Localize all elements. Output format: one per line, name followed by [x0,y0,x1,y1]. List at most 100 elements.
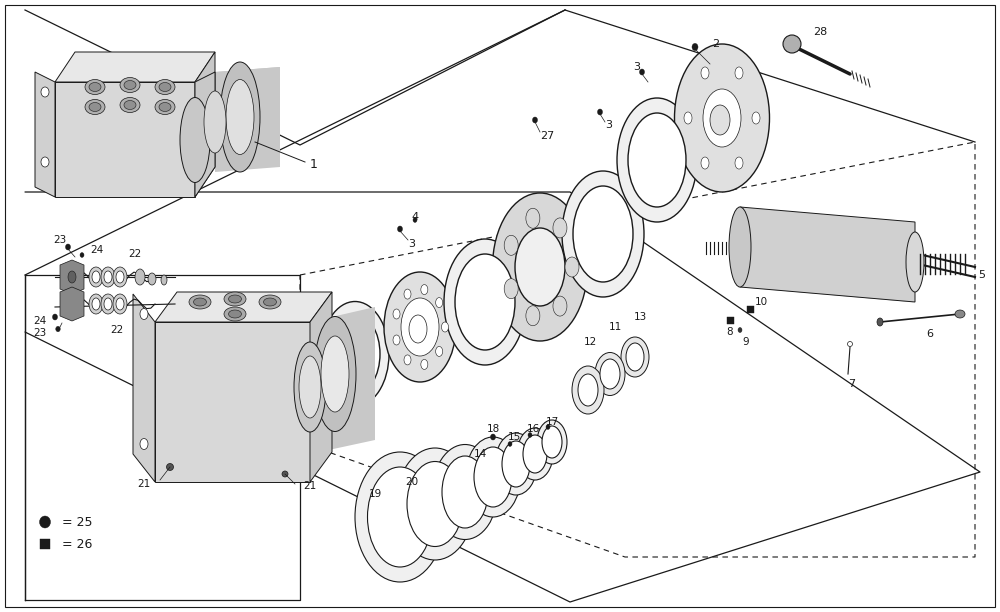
Text: = 25: = 25 [62,515,92,529]
Ellipse shape [738,327,742,332]
Ellipse shape [783,35,801,53]
Polygon shape [60,260,84,294]
Ellipse shape [692,43,698,51]
Ellipse shape [553,218,567,238]
Ellipse shape [600,359,620,389]
Ellipse shape [41,157,49,167]
Ellipse shape [404,355,411,365]
Text: 21: 21 [137,479,150,489]
Ellipse shape [546,425,550,430]
Ellipse shape [80,253,84,258]
Ellipse shape [490,434,496,440]
Ellipse shape [413,218,417,222]
Ellipse shape [595,353,625,395]
Polygon shape [60,287,84,321]
Ellipse shape [204,91,226,153]
Ellipse shape [101,267,115,287]
Text: 13: 13 [633,312,647,322]
Ellipse shape [161,275,167,285]
Text: 17: 17 [545,417,559,427]
Text: = 26: = 26 [62,537,92,551]
Polygon shape [215,67,280,167]
Ellipse shape [701,67,709,79]
Ellipse shape [135,269,145,285]
Ellipse shape [321,336,349,412]
Text: 20: 20 [405,477,418,487]
Polygon shape [215,67,280,172]
Text: 23: 23 [53,235,67,245]
Text: 10: 10 [755,297,768,307]
Ellipse shape [330,314,380,394]
Ellipse shape [113,267,127,287]
Ellipse shape [180,97,210,182]
Ellipse shape [442,456,488,528]
Ellipse shape [442,322,448,332]
Ellipse shape [404,289,411,299]
Ellipse shape [409,315,427,343]
Text: 24: 24 [34,316,47,326]
Ellipse shape [120,97,140,113]
Ellipse shape [148,273,156,285]
Ellipse shape [517,428,553,480]
Ellipse shape [68,271,76,283]
Ellipse shape [104,298,112,310]
Ellipse shape [528,433,532,438]
Ellipse shape [703,89,741,147]
Ellipse shape [628,113,686,207]
Ellipse shape [113,294,127,314]
Text: 22: 22 [128,249,142,259]
Ellipse shape [124,100,136,110]
Ellipse shape [92,298,100,310]
Ellipse shape [515,228,565,306]
Polygon shape [155,322,310,482]
Ellipse shape [159,102,171,111]
Ellipse shape [562,171,644,297]
Text: 27: 27 [540,131,554,141]
Ellipse shape [523,435,547,473]
Ellipse shape [421,285,428,294]
Ellipse shape [436,297,443,308]
Ellipse shape [294,342,326,432]
Ellipse shape [573,186,633,282]
Polygon shape [310,292,332,482]
Ellipse shape [504,278,518,299]
Polygon shape [746,305,754,313]
Ellipse shape [155,100,175,114]
Ellipse shape [264,298,276,306]
Ellipse shape [321,302,389,406]
Ellipse shape [532,117,538,123]
Ellipse shape [504,235,518,255]
Ellipse shape [492,193,588,341]
Ellipse shape [848,341,852,346]
Ellipse shape [393,309,400,319]
Ellipse shape [85,80,105,94]
Ellipse shape [495,433,537,495]
Ellipse shape [396,448,474,560]
Ellipse shape [140,308,148,319]
Polygon shape [195,72,215,197]
Ellipse shape [474,447,512,507]
Ellipse shape [710,105,730,135]
Text: 23: 23 [34,328,47,338]
Text: 3: 3 [633,62,640,72]
Text: 16: 16 [526,424,540,434]
Ellipse shape [537,420,567,464]
Polygon shape [55,52,215,82]
Ellipse shape [432,444,498,540]
Ellipse shape [906,232,924,292]
Text: 6: 6 [926,329,934,339]
Ellipse shape [41,87,49,97]
Text: 1: 1 [310,157,318,171]
Ellipse shape [877,318,883,326]
Text: 3: 3 [408,239,415,249]
Ellipse shape [401,298,439,356]
Ellipse shape [398,226,402,232]
Text: 4: 4 [411,212,419,222]
Ellipse shape [194,298,207,306]
Ellipse shape [224,292,246,306]
Ellipse shape [421,359,428,370]
Ellipse shape [56,326,60,332]
Ellipse shape [299,356,321,418]
Text: 15: 15 [507,432,521,442]
Ellipse shape [355,452,445,582]
